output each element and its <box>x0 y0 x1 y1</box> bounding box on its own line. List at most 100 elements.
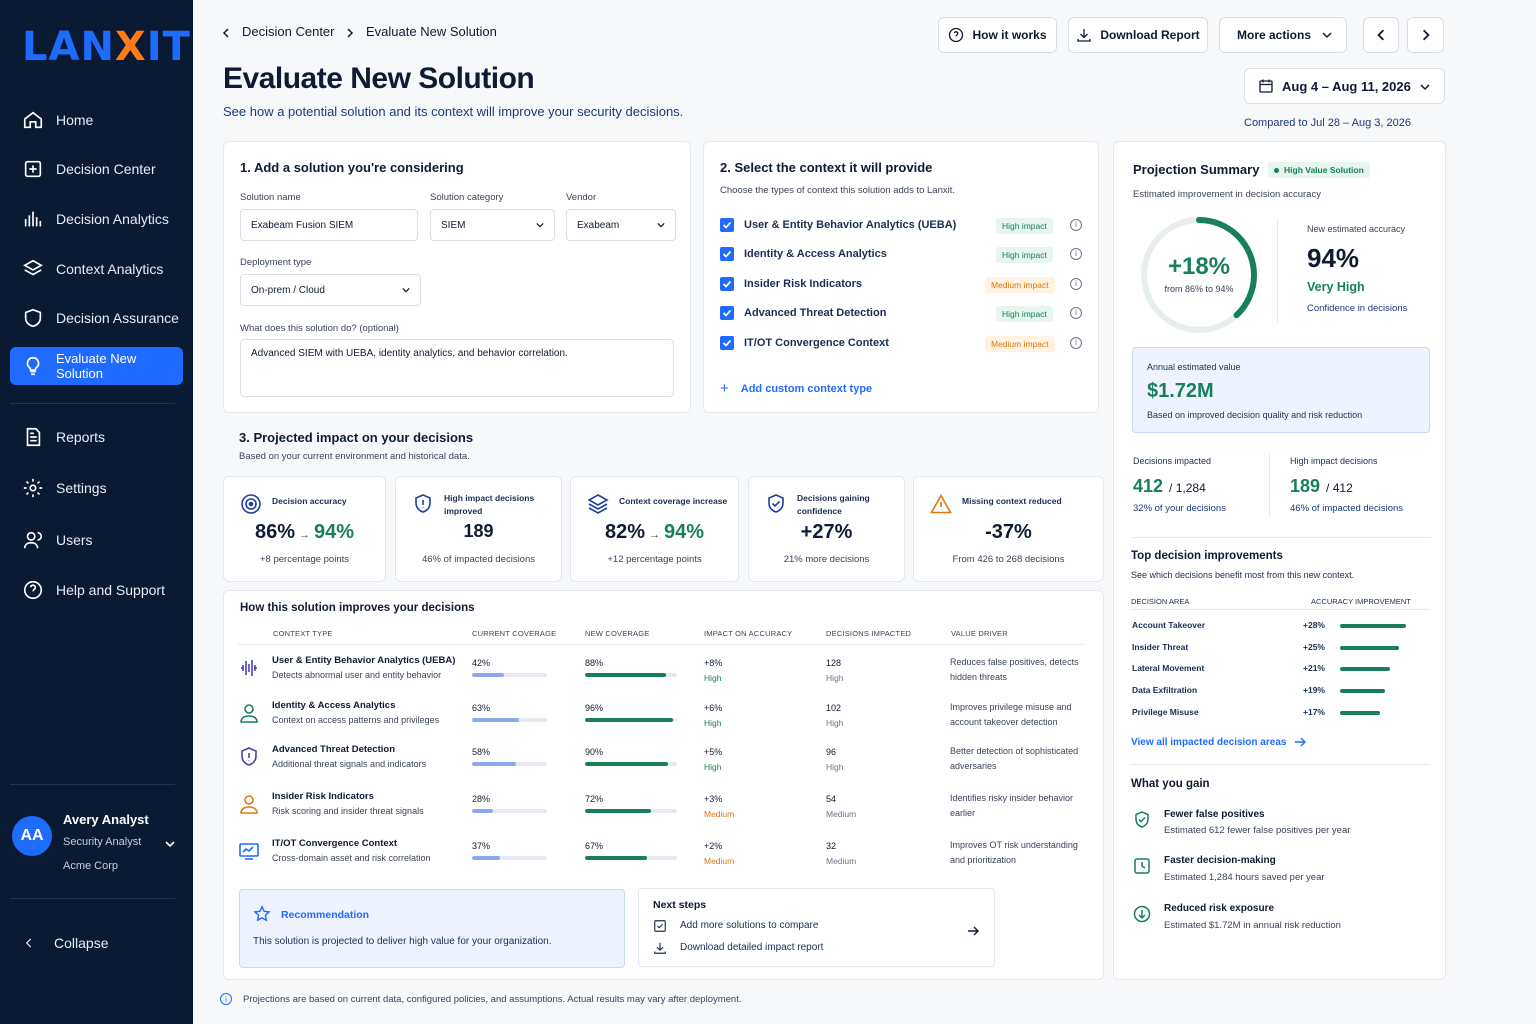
avatar: AA <box>12 816 52 856</box>
sidebar-item-label: Help and Support <box>56 582 165 598</box>
how-it-works-button[interactable]: How it works <box>938 17 1057 53</box>
app-logo[interactable]: LANXIT <box>22 24 191 70</box>
sidebar-item-reports[interactable]: Reports <box>10 418 183 456</box>
sidebar-item-decision-center[interactable]: Decision Center <box>10 150 183 188</box>
next-step-item[interactable]: Download detailed impact report <box>680 942 824 953</box>
sidebar-item-home[interactable]: Home <box>10 101 183 139</box>
collapse-button[interactable]: Collapse <box>10 924 183 962</box>
context-option-insider[interactable]: Insider Risk Indicators <box>720 274 1080 294</box>
next-step-item[interactable]: Add more solutions to compare <box>680 920 819 931</box>
sidebar-item-evaluate-new-solution[interactable]: Evaluate New Solution <box>10 347 183 385</box>
kpi-sub: +12 percentage points <box>607 554 702 565</box>
improvement-value: +19% <box>1303 685 1325 695</box>
step2-title: 2. Select the context it will provide <box>720 160 933 175</box>
checkbox[interactable] <box>720 336 734 350</box>
improvement-row[interactable]: Lateral Movement +21% <box>1132 663 1422 679</box>
table-row[interactable]: IT/OT Convergence Context Cross-domain a… <box>238 838 1083 883</box>
gauge-arc <box>1141 217 1257 333</box>
sidebar-item-context-analytics[interactable]: Context Analytics <box>10 250 183 288</box>
sidebar-item-settings[interactable]: Settings <box>10 469 183 507</box>
gain-title: Reduced risk exposure <box>1164 903 1275 914</box>
impact-accuracy: +2% <box>704 841 723 851</box>
prev-button[interactable] <box>1363 17 1399 53</box>
arrow-right-icon[interactable] <box>967 925 979 937</box>
table-row[interactable]: Advanced Threat Detection Additional thr… <box>238 744 1083 789</box>
collapse-label: Collapse <box>54 935 109 951</box>
sidebar: LANXIT Home Decision Center Decision Ana… <box>0 0 193 1024</box>
decisions-level: High <box>826 762 844 772</box>
description-textarea[interactable]: Advanced SIEM with UEBA, identity analyt… <box>240 339 674 397</box>
sidebar-item-help-and-support[interactable]: Help and Support <box>10 571 183 609</box>
person-icon <box>240 795 258 814</box>
context-label: User & Entity Behavior Analytics (UEBA) <box>744 219 957 231</box>
context-label: IT/OT Convergence Context <box>744 337 889 349</box>
sidebar-item-label: Settings <box>56 480 107 496</box>
new-coverage-bar <box>585 856 677 860</box>
value-driver: Improves OT risk understanding and prior… <box>950 840 1078 865</box>
info-icon[interactable]: i <box>1070 278 1082 290</box>
table-row[interactable]: Insider Risk Indicators Risk scoring and… <box>238 791 1083 836</box>
info-icon[interactable]: i <box>1070 219 1082 231</box>
table-row[interactable]: User & Entity Behavior Analytics (UEBA) … <box>238 655 1083 700</box>
checkbox[interactable] <box>720 306 734 320</box>
context-option-identity[interactable]: Identity & Access Analytics <box>720 244 1080 264</box>
sidebar-item-users[interactable]: Users <box>10 521 183 559</box>
category-select[interactable]: SIEM <box>430 209 555 241</box>
sidebar-item-decision-assurance[interactable]: Decision Assurance <box>10 299 183 337</box>
next-steps-box[interactable]: Next steps Add more solutions to compare… <box>638 888 995 967</box>
breadcrumb-decision-center[interactable]: Decision Center <box>242 24 335 39</box>
column-header: DECISIONS IMPACTED <box>826 629 912 638</box>
current-coverage: 37% <box>472 841 491 851</box>
checkbox[interactable] <box>720 277 734 291</box>
info-icon[interactable]: i <box>1070 248 1082 260</box>
warning-icon <box>930 493 952 514</box>
shield-check-icon <box>1135 811 1149 828</box>
info-icon[interactable]: i <box>1070 307 1082 319</box>
summary-title: Projection Summary <box>1133 162 1260 177</box>
deployment-select[interactable]: On-prem / Cloud <box>240 274 421 306</box>
page-subtitle: See how a potential solution and its con… <box>223 104 684 119</box>
high-impact-value: 189 <box>1290 476 1321 496</box>
calendar-icon <box>1259 79 1273 93</box>
help-icon <box>949 27 964 43</box>
improvement-row[interactable]: Data Exfiltration +19% <box>1132 685 1422 701</box>
high-impact-sub: 46% of impacted decisions <box>1290 503 1404 514</box>
gain-sub: Estimated 612 fewer false positives per … <box>1164 825 1351 836</box>
context-option-itot[interactable]: IT/OT Convergence Context <box>720 333 1080 353</box>
info-icon[interactable]: i <box>1070 337 1082 349</box>
home-icon <box>23 111 43 129</box>
improvement-row[interactable]: Insider Threat +25% <box>1132 642 1422 658</box>
view-all-link[interactable]: View all impacted decision areas <box>1131 736 1307 748</box>
layers-icon <box>587 494 609 514</box>
context-option-threat[interactable]: Advanced Threat Detection <box>720 303 1080 323</box>
improvement-value: +21% <box>1303 663 1325 673</box>
more-actions-dropdown[interactable]: More actions <box>1219 17 1347 53</box>
top-improvements-title: Top decision improvements <box>1131 550 1283 562</box>
table-row[interactable]: Identity & Access Analytics Context on a… <box>238 700 1083 745</box>
view-all-label: View all impacted decision areas <box>1131 736 1287 748</box>
download-report-button[interactable]: Download Report <box>1068 17 1208 53</box>
vendor-select[interactable]: Exabeam <box>566 209 676 241</box>
chevron-down-icon <box>1322 32 1332 39</box>
solution-name-input[interactable]: Exabeam Fusion SIEM <box>240 209 418 241</box>
impact-badge: Medium impact <box>985 336 1055 352</box>
high-impact-label: High impact decisions <box>1290 456 1378 466</box>
column-header: CONTEXT TYPE <box>273 629 333 638</box>
chevron-down-icon[interactable] <box>164 838 176 850</box>
improvement-row[interactable]: Account Takeover +28% <box>1132 620 1422 636</box>
date-range-picker[interactable]: Aug 4 – Aug 11, 2026 <box>1244 68 1445 104</box>
checkbox[interactable] <box>720 218 734 232</box>
user-profile[interactable]: AA Avery Analyst Security Analyst Acme C… <box>12 806 182 886</box>
next-button[interactable] <box>1407 17 1444 53</box>
context-option-ueba[interactable]: User & Entity Behavior Analytics (UEBA) <box>720 215 1080 235</box>
gain-sub: Estimated 1,284 hours saved per year <box>1164 872 1325 883</box>
sidebar-item-decision-analytics[interactable]: Decision Analytics <box>10 200 183 238</box>
improvement-row[interactable]: Privilege Misuse +17% <box>1132 707 1422 723</box>
kpi-sub: +8 percentage points <box>260 554 349 565</box>
decisions-impacted-sub: 32% of your decisions <box>1133 503 1226 514</box>
recommendation-text: This solution is projected to deliver hi… <box>253 936 552 947</box>
add-custom-context-link[interactable]: + Add custom context type <box>720 380 872 397</box>
checkbox[interactable] <box>720 247 734 261</box>
improvements-card: How this solution improves your decision… <box>223 590 1104 980</box>
chevron-left-icon[interactable] <box>221 28 231 38</box>
